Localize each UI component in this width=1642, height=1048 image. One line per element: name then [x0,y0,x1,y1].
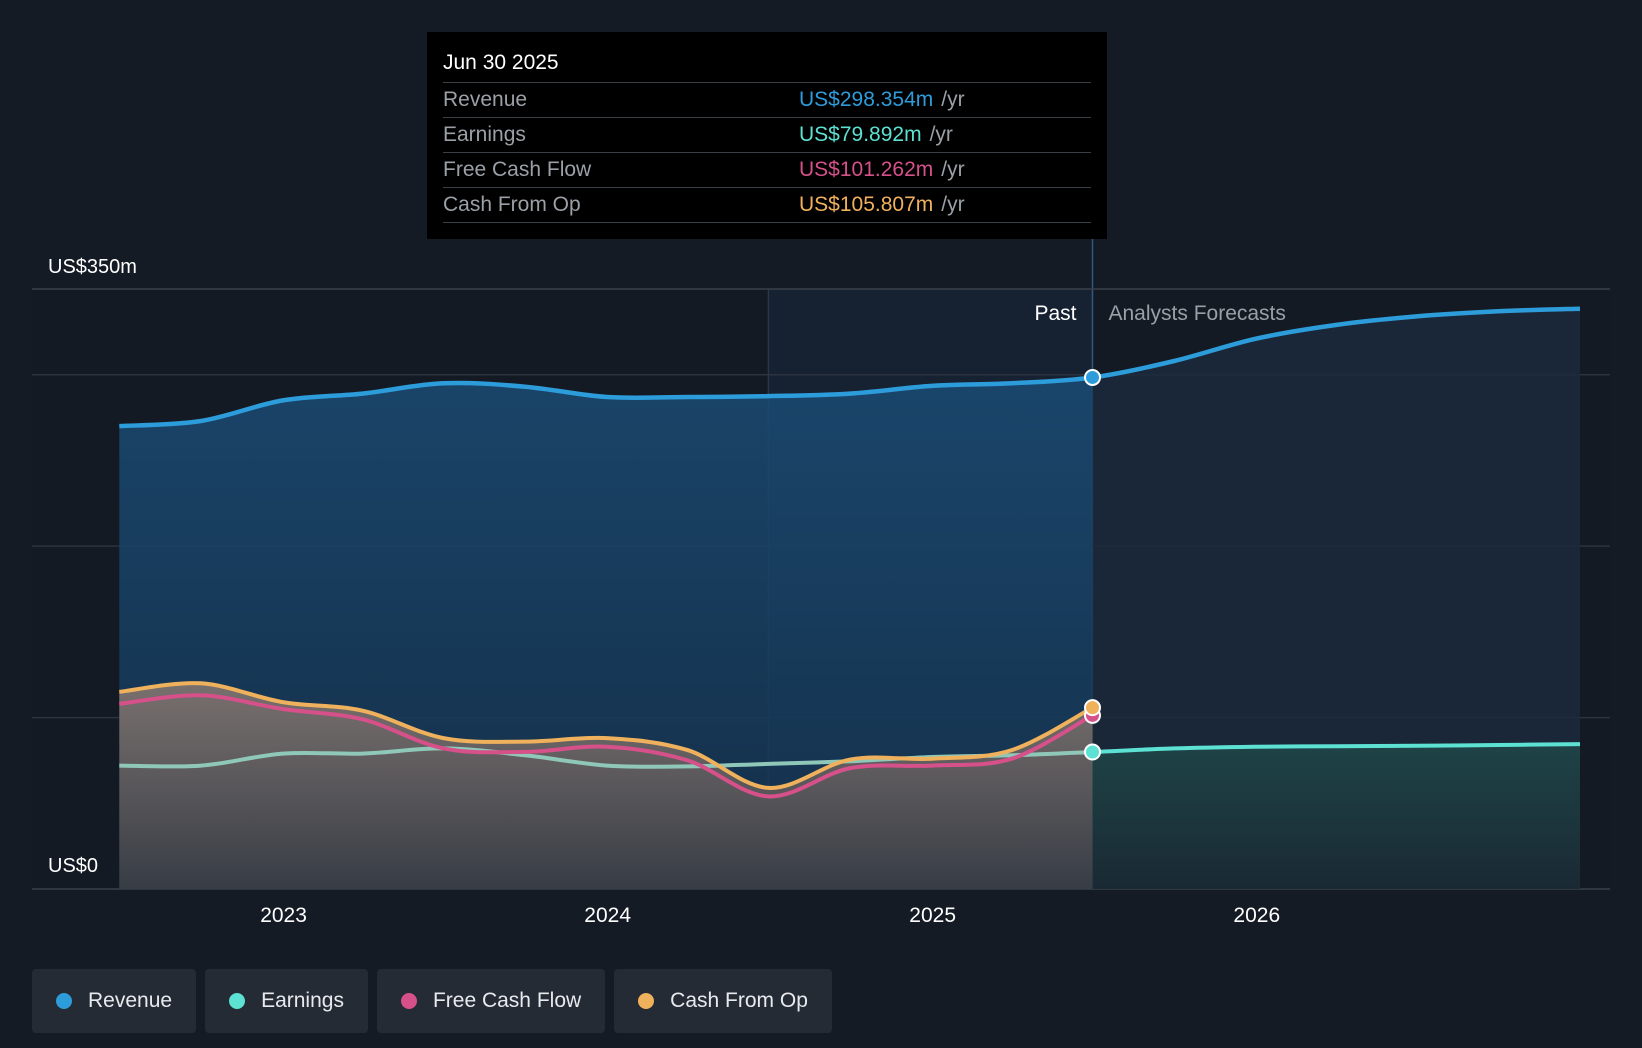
tooltip-value: US$298.354m [799,88,934,111]
earnings-line-forecast [1092,742,1581,755]
revenue-dot-icon [56,993,72,1009]
tooltip: Jun 30 2025 Revenue US$298.354m /yr Earn… [427,32,1107,239]
x-tick-label: 2024 [584,904,631,927]
cash-from-op-dot-icon [638,993,655,1009]
y-axis-bottom-label: US$0 [48,855,98,877]
x-tick-label: 2023 [260,904,307,927]
tooltip-value: US$105.807m [799,193,934,216]
forecast-label: Analysts Forecasts [1109,302,1286,325]
tooltip-value: US$79.892m [799,123,922,146]
tooltip-label: Cash From Op [443,193,581,216]
cash-from-op-marker [1084,699,1102,717]
tooltip-row-free-cash-flow: Free Cash Flow US$101.262m /yr [443,152,1091,187]
cash-from-op-line [119,681,1094,790]
earnings-area-forecast [1092,744,1580,889]
legend: Revenue Earnings Free Cash Flow Cash Fro… [32,969,832,1033]
earnings-marker [1084,743,1102,761]
tooltip-unit: /yr [941,88,965,111]
past-label: Past [1034,302,1076,325]
tooltip-row-cash-from-op: Cash From Op US$105.807m /yr [443,187,1091,223]
free-cash-flow-line [119,693,1094,799]
x-tick-label: 2025 [909,904,956,927]
tooltip-unit: /yr [941,158,965,181]
tooltip-row-earnings: Earnings US$79.892m /yr [443,117,1091,152]
free-cash-flow-dot-icon [400,993,417,1009]
tooltip-row-revenue: Revenue US$298.354m /yr [443,82,1091,117]
legend-label: Free Cash Flow [432,989,582,1012]
tooltip-label: Revenue [443,88,528,111]
y-axis-top-label: US$350m [48,256,137,278]
revenue-line [119,306,1581,429]
legend-label: Earnings [261,989,344,1012]
tooltip-unit: /yr [929,123,953,146]
legend-label: Revenue [88,989,173,1012]
legend-label: Cash From Op [670,989,808,1012]
revenue-marker [1084,368,1102,386]
tooltip-unit: /yr [941,193,965,216]
cash-from-op-area [119,683,1093,889]
legend-item-revenue[interactable]: Revenue [32,969,197,1033]
tooltip-date: Jun 30 2025 [443,51,559,74]
earnings-dot-icon [229,993,246,1009]
legend-item-cash-from-op[interactable]: Cash From Op [614,969,832,1033]
tooltip-label: Free Cash Flow [443,158,592,181]
legend-item-free-cash-flow[interactable]: Free Cash Flow [376,969,606,1033]
tooltip-value: US$101.262m [799,158,934,181]
tooltip-label: Earnings [443,123,526,146]
legend-item-earnings[interactable]: Earnings [205,969,368,1033]
x-tick-label: 2026 [1233,904,1280,927]
